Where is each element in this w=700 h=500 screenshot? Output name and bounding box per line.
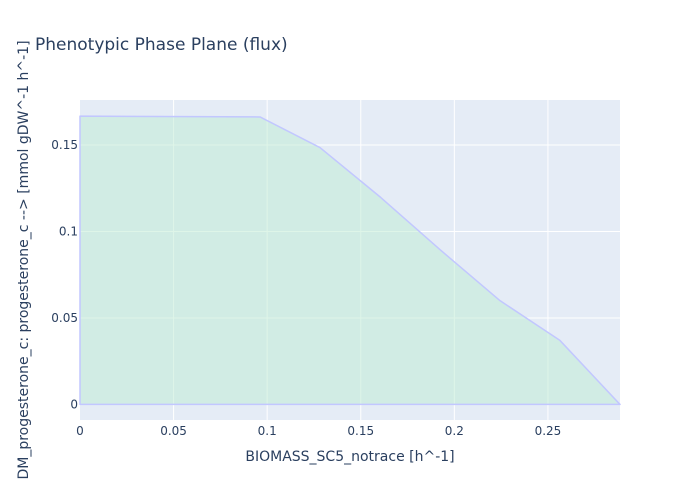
data-layer xyxy=(79,115,621,406)
x-tick-label: 0.05 xyxy=(160,424,187,438)
y-tick-label: 0.1 xyxy=(59,224,78,238)
x-tick-label: 0.1 xyxy=(258,424,277,438)
chart-title: Phenotypic Phase Plane (flux) xyxy=(35,35,288,55)
y-tick-label: 0.05 xyxy=(51,311,78,325)
y-tick-label: 0.15 xyxy=(51,138,78,152)
x-tick-label: 0.25 xyxy=(535,424,562,438)
x-axis-label: BIOMASS_SC5_notrace [h^-1] xyxy=(245,449,454,465)
phase-plane-area xyxy=(79,115,621,406)
y-axis-label: DM_progesterone_c: progesterone_c --> [m… xyxy=(16,40,32,479)
y-tick-label: 0 xyxy=(70,397,78,411)
x-tick-label: 0 xyxy=(76,424,84,438)
tick-labels: 0 0.05 0.1 0.15 0.2 0.25 0 0.05 0.1 0.15 xyxy=(51,138,561,438)
x-tick-label: 0.15 xyxy=(347,424,374,438)
x-tick-label: 0.2 xyxy=(445,424,464,438)
